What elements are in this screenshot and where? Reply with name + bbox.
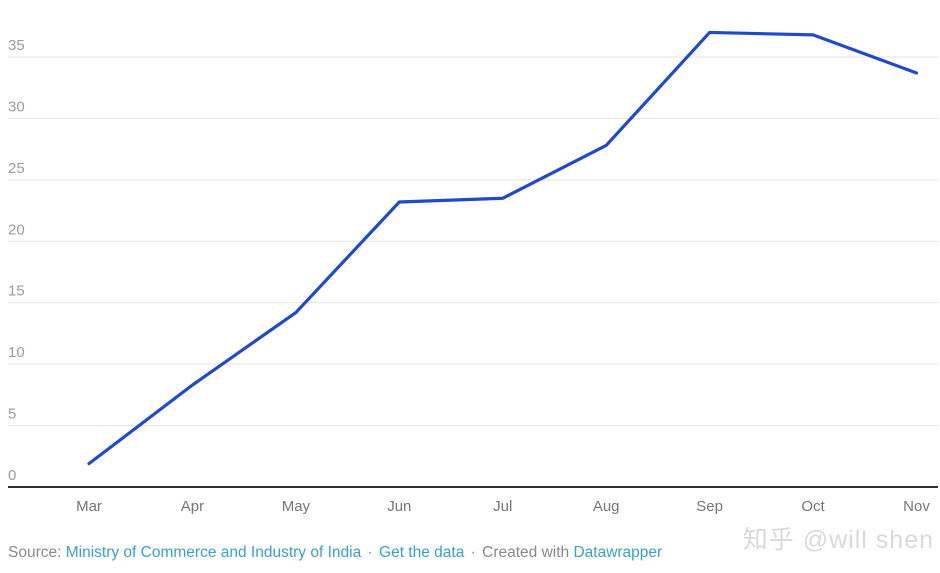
- data-line: [87, 30, 919, 466]
- x-tick-label: Jun: [387, 498, 411, 515]
- x-tick-label: Oct: [801, 498, 825, 515]
- y-tick-label: 35: [8, 37, 25, 54]
- y-tick-label: 15: [8, 283, 25, 300]
- x-tick-label: Mar: [76, 498, 102, 515]
- y-tick-label: 20: [8, 221, 25, 238]
- separator-dot: ·: [470, 544, 476, 561]
- y-tick-label: 25: [8, 160, 25, 177]
- x-tick-label: Apr: [181, 498, 204, 515]
- datawrapper-link[interactable]: Datawrapper: [573, 544, 663, 561]
- source-line: Source: Ministry of Commerce and Industr…: [8, 543, 662, 563]
- y-tick-label: 5: [8, 406, 16, 423]
- created-with-label: Created with: [482, 544, 570, 561]
- y-tick-label: 0: [8, 467, 16, 484]
- y-tick-label: 10: [8, 344, 25, 361]
- separator-dot: ·: [367, 544, 373, 561]
- source-link[interactable]: Ministry of Commerce and Industry of Ind…: [65, 544, 362, 561]
- get-data-link[interactable]: Get the data: [379, 544, 465, 561]
- x-tick-label: Aug: [593, 498, 620, 515]
- x-tick-label: Nov: [903, 498, 930, 515]
- line-chart: 0 5 10 15 20 25 30 35 Mar Apr May Jun Jul Aug Sep Oct No…: [8, 30, 938, 515]
- y-tick-label: 30: [8, 98, 25, 115]
- x-tick-label: Sep: [696, 498, 723, 515]
- source-label: Source:: [8, 544, 62, 561]
- x-tick-label: Jul: [493, 498, 512, 515]
- x-tick-label: May: [282, 498, 311, 515]
